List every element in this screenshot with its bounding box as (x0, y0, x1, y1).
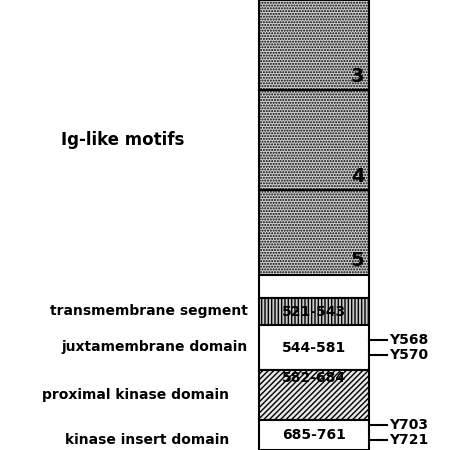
Text: proximal kinase domain: proximal kinase domain (42, 388, 230, 402)
Bar (259, 190, 369, 275)
Bar (259, 420, 369, 450)
Bar (259, 90, 369, 190)
Text: 685-761: 685-761 (282, 428, 346, 442)
Text: 5: 5 (351, 252, 364, 270)
Text: kinase insert domain: kinase insert domain (65, 433, 230, 447)
Text: Ig-like motifs: Ig-like motifs (61, 131, 184, 149)
Text: 521-543: 521-543 (282, 305, 346, 319)
Text: transmembrane segment: transmembrane segment (50, 304, 248, 318)
Text: Y568: Y568 (389, 333, 428, 347)
Text: 4: 4 (351, 166, 364, 185)
Text: Y570: Y570 (389, 348, 428, 362)
Text: 3: 3 (351, 67, 364, 86)
Bar (259, 0, 369, 90)
Text: 582-684: 582-684 (282, 370, 346, 384)
Bar (259, 298, 369, 325)
Bar (259, 325, 369, 370)
Text: 544-581: 544-581 (282, 341, 346, 355)
Text: Y703: Y703 (389, 418, 428, 432)
Text: Y721: Y721 (389, 433, 428, 447)
Bar (259, 370, 369, 420)
Bar (259, 275, 369, 298)
Text: juxtamembrane domain: juxtamembrane domain (61, 340, 248, 354)
